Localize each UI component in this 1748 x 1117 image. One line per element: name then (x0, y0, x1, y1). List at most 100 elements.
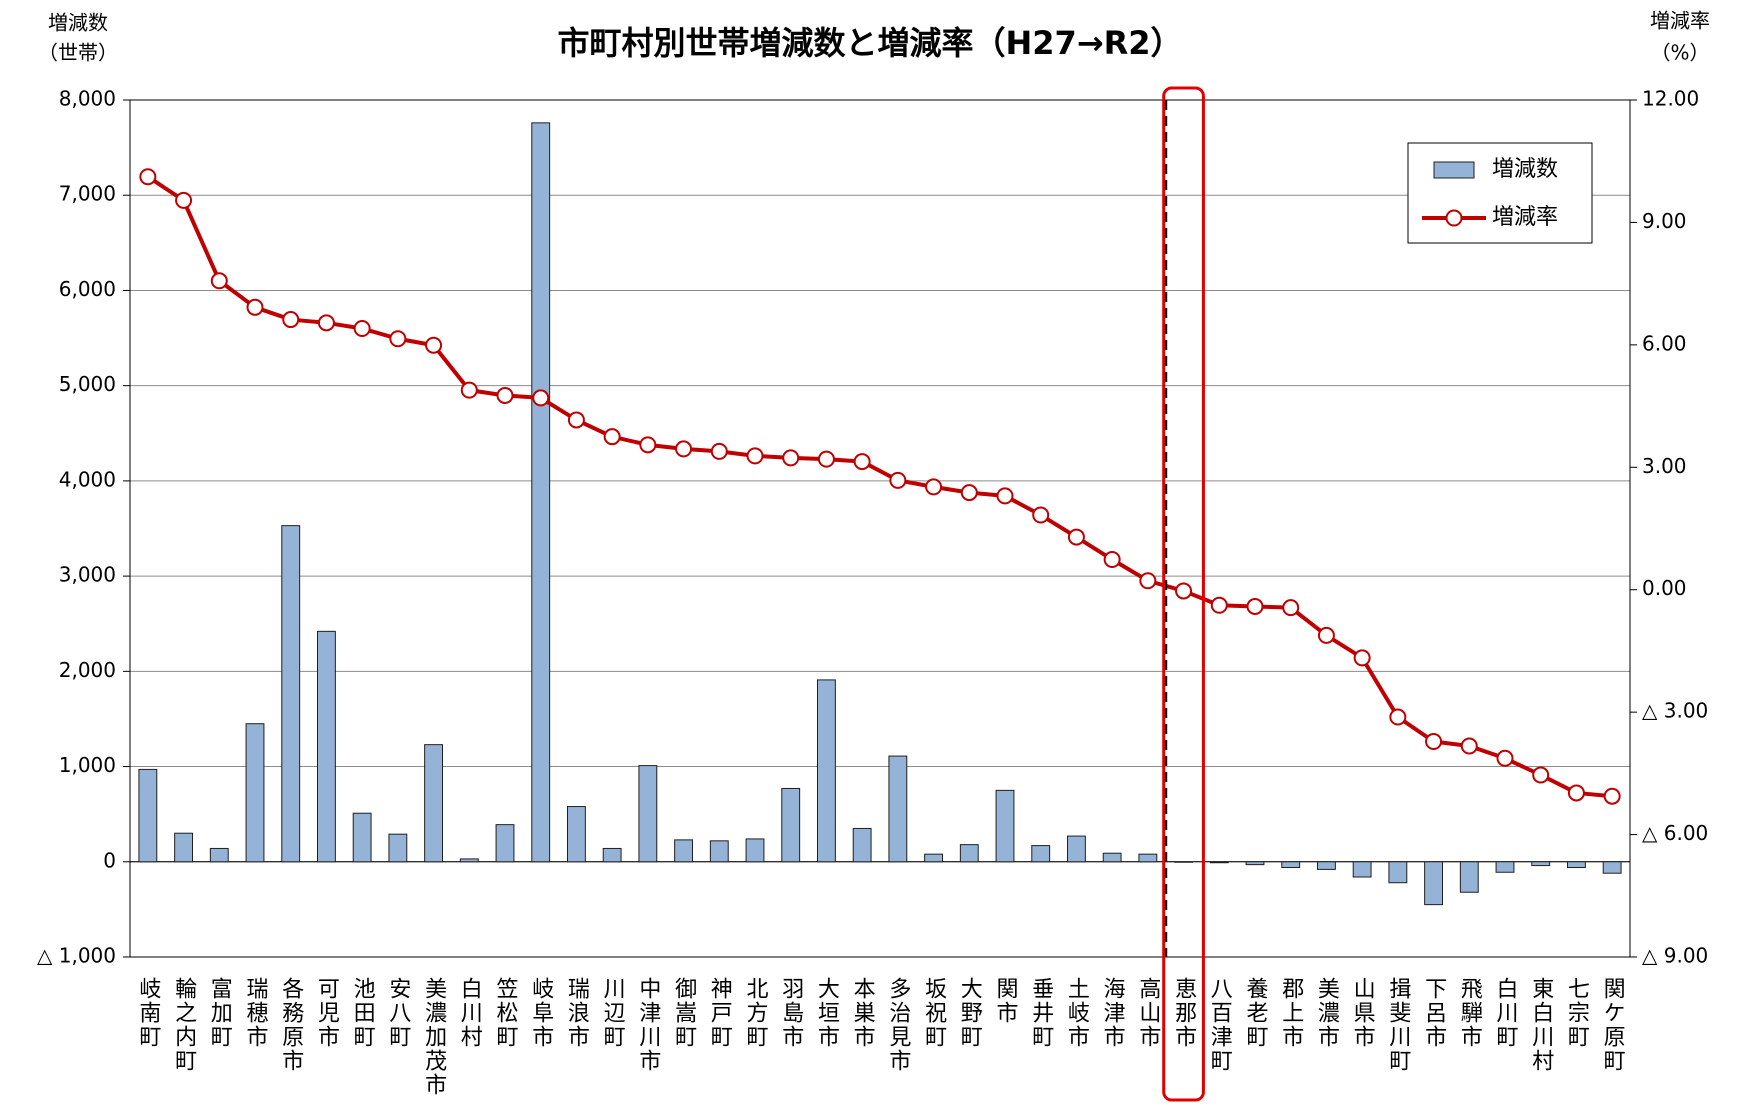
x-tick-label: 池田町 (350, 977, 376, 1049)
bar (1424, 861, 1443, 906)
bar (1138, 853, 1158, 863)
bar (1531, 861, 1551, 867)
bar (388, 833, 408, 863)
line-marker (460, 381, 478, 399)
line-marker (817, 450, 835, 468)
y-axis-title: 増減数 (48, 11, 108, 35)
line-marker (496, 386, 514, 404)
y-tick-label: 6,000 (59, 277, 116, 301)
bar (888, 755, 908, 863)
line-marker (996, 487, 1014, 505)
y-tick-label: 4,000 (59, 467, 116, 491)
chart-title: 市町村別世帯増減数と増減率（H27→R2） (557, 24, 1182, 62)
bar (1495, 861, 1515, 873)
bar (1209, 861, 1229, 864)
x-tick-label: 羽島市 (778, 977, 804, 1049)
line-marker (1282, 599, 1300, 617)
x-tick-label: 本巣市 (850, 977, 876, 1049)
x-tick-label: 白川町 (1493, 977, 1519, 1049)
y2-tick-label: 0.00 (1642, 576, 1687, 600)
x-tick-label: 笠松町 (493, 977, 519, 1049)
x-tick-label: 北方町 (743, 977, 769, 1049)
y2-tick-label: △ 6.00 (1642, 821, 1708, 845)
y-tick-label: 8,000 (59, 87, 116, 111)
plot-frame (129, 99, 1631, 958)
x-tick-label: 御嵩町 (671, 977, 697, 1049)
line-marker (1353, 649, 1371, 667)
x-tick-label: 郡上市 (1278, 977, 1304, 1049)
x-tick-label: 坂祝町 (921, 977, 947, 1049)
line-marker (889, 471, 907, 489)
bar (245, 723, 265, 863)
line-marker (1175, 582, 1193, 600)
line-marker (282, 311, 300, 329)
line-marker (210, 272, 228, 290)
y2-tick-label: △ 3.00 (1642, 699, 1708, 723)
x-tick-label: 恵那市 (1171, 977, 1197, 1049)
line-marker (175, 191, 193, 209)
y2-axis-unit: （%） (1650, 41, 1709, 65)
x-tick-label: 安八町 (385, 977, 411, 1049)
y-axis-unit: （世帯） (38, 41, 118, 65)
bar (1352, 861, 1372, 878)
x-tick-label: 関ケ原町 (1600, 977, 1626, 1073)
x-tick-label: 岐阜市 (528, 977, 553, 1049)
y2-tick-label: 3.00 (1642, 454, 1687, 478)
line-marker (639, 436, 657, 454)
x-tick-label: 中津川市 (635, 977, 661, 1073)
bar (745, 838, 765, 863)
line-marker (1460, 737, 1478, 755)
bar (781, 787, 801, 863)
bar (281, 525, 301, 863)
bar (1245, 861, 1265, 866)
legend-box (1407, 142, 1593, 244)
line-marker (853, 453, 871, 471)
line-marker (782, 449, 800, 467)
bar (674, 839, 694, 863)
line-marker (1496, 749, 1514, 767)
bar (817, 679, 836, 863)
line-marker (1317, 626, 1335, 644)
bar (174, 832, 193, 863)
x-tick-label: 多治見市 (885, 977, 911, 1073)
x-tick-label: 白川村 (457, 977, 483, 1049)
y-tick-label: 2,000 (59, 658, 116, 682)
x-tick-label: 美濃市 (1314, 977, 1340, 1049)
x-tick-label: 富加町 (207, 977, 233, 1049)
bar (352, 812, 372, 863)
x-tick-label: 山県市 (1350, 977, 1376, 1049)
line-marker (1139, 572, 1157, 590)
bar (959, 844, 979, 863)
legend-marker (1445, 209, 1463, 227)
bar (1317, 861, 1336, 870)
x-tick-label: 輪之内町 (171, 977, 197, 1073)
bar (602, 847, 622, 863)
line-marker (567, 411, 585, 429)
bar (1067, 835, 1086, 863)
y-tick-label: 7,000 (59, 182, 116, 206)
x-tick-label: 高山市 (1135, 977, 1160, 1049)
y2-axis-title: 増減率 (1650, 9, 1710, 33)
x-tick-label: 東白川村 (1528, 977, 1554, 1073)
x-tick-label: 瑞浪市 (564, 977, 590, 1049)
y-tick-label: △ 1,000 (37, 944, 116, 968)
legend-label: 増減率 (1492, 205, 1558, 230)
x-tick-label: 海津市 (1100, 977, 1126, 1049)
line-marker (1067, 528, 1085, 546)
x-tick-label: 美濃加茂市 (421, 977, 447, 1097)
bar (459, 858, 479, 863)
bar (1388, 861, 1408, 884)
line-marker (425, 336, 443, 354)
line (146, 175, 1613, 799)
legend-label: 増減数 (1492, 157, 1558, 182)
x-tick-label: 大野町 (957, 977, 983, 1049)
x-tick-label: 川辺町 (600, 977, 626, 1049)
line-marker (1210, 596, 1228, 614)
bar (495, 824, 515, 863)
line-marker (1103, 551, 1121, 569)
line-marker (1603, 787, 1621, 805)
x-tick-label: 大垣市 (814, 977, 840, 1049)
line-marker (246, 298, 264, 316)
line-marker (389, 330, 407, 348)
